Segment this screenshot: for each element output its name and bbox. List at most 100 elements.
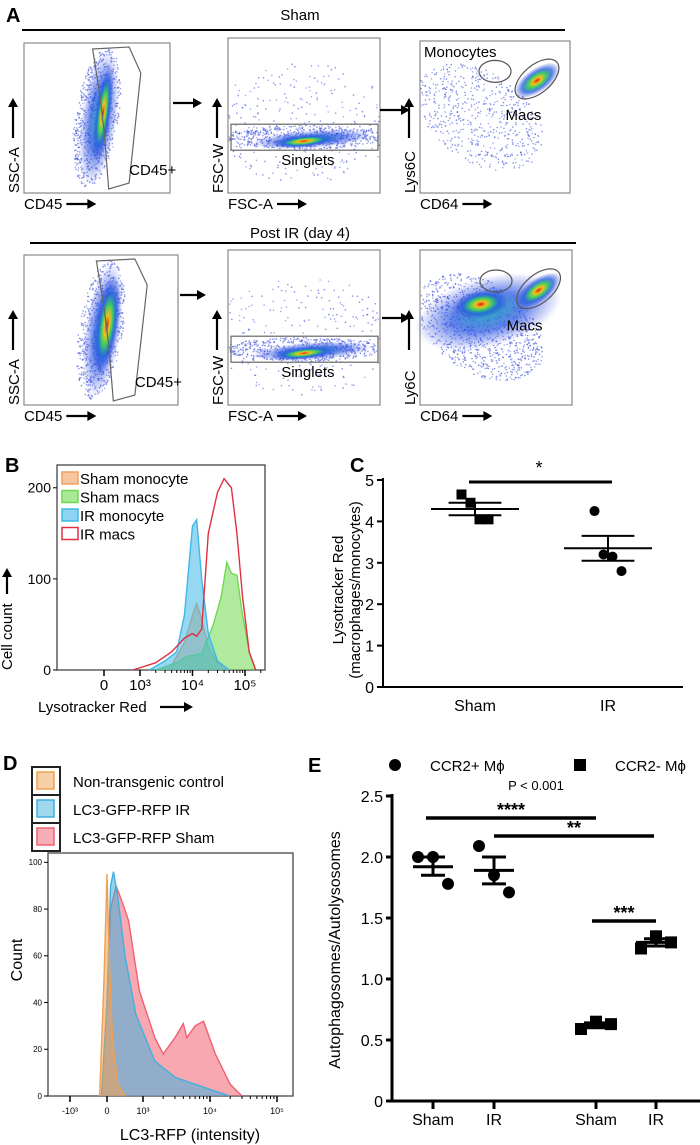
event-dot xyxy=(493,128,495,131)
event-dot xyxy=(444,142,446,145)
event-dot xyxy=(327,125,330,128)
event-dot xyxy=(356,295,359,298)
event-dot xyxy=(262,99,265,102)
event-dot xyxy=(232,353,235,356)
event-dot xyxy=(516,347,519,349)
event-dot xyxy=(491,360,493,363)
event-dot xyxy=(438,104,440,107)
event-dot xyxy=(422,94,424,96)
event-dot xyxy=(375,107,378,109)
event-dot xyxy=(122,317,124,319)
event-dot xyxy=(451,90,453,93)
event-dot xyxy=(274,84,277,86)
event-dot xyxy=(87,295,89,298)
event-dot xyxy=(442,132,444,135)
event-dot xyxy=(324,316,326,319)
event-dot xyxy=(486,154,489,156)
event-dot xyxy=(476,72,478,75)
event-dot xyxy=(255,173,258,175)
event-dot xyxy=(479,123,482,125)
event-dot xyxy=(478,163,481,166)
event-dot xyxy=(229,312,231,314)
event-dot xyxy=(363,115,366,118)
event-dot xyxy=(249,167,251,170)
event-dot xyxy=(86,300,89,302)
event-dot xyxy=(287,341,289,344)
x-tick-label: Sham xyxy=(412,1112,454,1129)
event-dot xyxy=(75,123,78,125)
event-dot xyxy=(349,325,351,328)
event-dot xyxy=(455,99,458,101)
event-dot xyxy=(235,124,238,127)
event-dot xyxy=(503,96,505,99)
event-dot xyxy=(523,351,525,353)
event-dot xyxy=(534,143,537,146)
event-dot xyxy=(424,305,426,307)
event-dot xyxy=(321,166,324,168)
event-dot xyxy=(88,396,91,398)
event-dot xyxy=(344,308,347,311)
event-dot xyxy=(534,147,536,150)
event-dot xyxy=(442,120,445,123)
event-dot xyxy=(240,156,242,159)
event-dot xyxy=(75,153,77,156)
event-dot xyxy=(294,65,296,68)
event-dot xyxy=(269,99,271,102)
event-dot xyxy=(447,139,449,142)
event-dot xyxy=(309,125,311,128)
event-dot xyxy=(518,369,521,371)
y-axis-label: SSC-A xyxy=(6,147,23,193)
event-dot xyxy=(421,91,423,94)
event-dot xyxy=(265,108,267,110)
event-dot xyxy=(445,281,448,284)
y-tick-label: 0 xyxy=(374,1094,383,1111)
event-dot xyxy=(231,105,234,107)
legend-swatch xyxy=(61,489,79,504)
event-dot xyxy=(464,157,467,159)
x-axis-label: LC3-RFP (intensity) xyxy=(120,1127,260,1144)
x-tick-label: IR xyxy=(648,1112,664,1129)
event-dot xyxy=(75,119,78,121)
gate-label: Macs xyxy=(507,318,543,335)
event-dot xyxy=(349,143,352,145)
event-dot xyxy=(501,160,504,163)
event-dot xyxy=(253,132,256,134)
event-dot xyxy=(427,285,429,288)
event-dot xyxy=(527,133,529,135)
event-dot xyxy=(519,342,522,344)
event-dot xyxy=(236,137,238,139)
legend-swatch xyxy=(61,508,79,522)
event-dot xyxy=(317,174,319,176)
event-dot xyxy=(449,123,451,126)
event-dot xyxy=(480,71,483,73)
event-dot xyxy=(479,110,482,112)
event-dot xyxy=(475,85,478,88)
event-dot xyxy=(315,340,318,342)
event-dot xyxy=(494,93,497,95)
event-dot xyxy=(447,147,449,149)
event-dot xyxy=(501,149,503,151)
event-dot xyxy=(361,110,364,113)
event-dot xyxy=(448,73,450,76)
event-dot xyxy=(371,131,373,133)
event-dot xyxy=(245,166,247,168)
legend-label: IR macs xyxy=(80,527,135,544)
event-dot xyxy=(339,145,341,148)
event-dot xyxy=(502,104,504,107)
event-dot xyxy=(493,136,496,138)
event-dot xyxy=(461,352,464,355)
event-dot xyxy=(327,65,329,67)
event-dot xyxy=(284,167,287,170)
x-tick-label: 10⁴ xyxy=(181,677,204,694)
event-dot xyxy=(298,126,301,129)
event-dot xyxy=(331,338,334,341)
event-dot xyxy=(462,77,465,79)
event-dot xyxy=(525,371,528,373)
event-dot xyxy=(77,155,79,157)
event-dot xyxy=(487,122,490,125)
event-dot xyxy=(355,113,358,116)
event-dot xyxy=(243,137,246,139)
event-dot xyxy=(358,142,361,144)
event-dot xyxy=(530,140,533,142)
